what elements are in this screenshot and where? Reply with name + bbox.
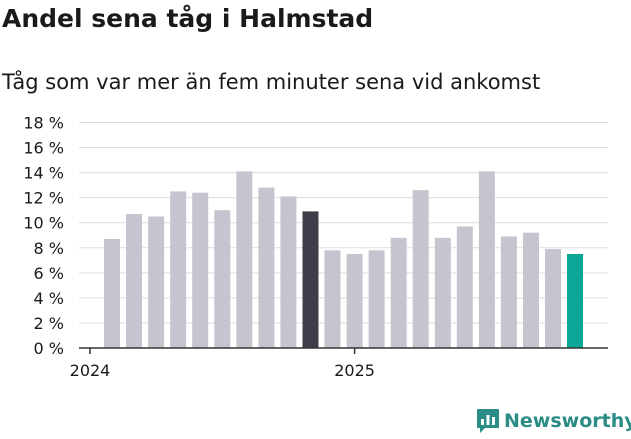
bar [500, 236, 517, 348]
bar [324, 250, 341, 348]
bar [302, 211, 319, 348]
bar [236, 171, 253, 348]
bar [434, 237, 451, 348]
y-tick-label: 6 % [34, 264, 64, 283]
chart-title: Andel sena tåg i Halmstad [2, 4, 374, 33]
bar [412, 190, 429, 348]
bar [280, 196, 297, 348]
chart-subtitle: Tåg som var mer än fem minuter sena vid … [2, 70, 541, 94]
x-tick-label: 2025 [334, 361, 375, 380]
bars [104, 171, 583, 348]
x-axis [79, 347, 608, 354]
y-tick-label: 8 % [34, 239, 64, 258]
y-axis-tick-labels: 0 % 2 % 4 % 6 % 8 % 10 % 12 % 14 % 16 % 18 % [23, 114, 64, 359]
y-tick-label: 12 % [23, 189, 64, 208]
bar [523, 232, 539, 348]
y-tick-label: 16 % [23, 139, 64, 158]
bar [478, 171, 495, 348]
bar [368, 250, 385, 348]
x-tick-label: 2024 [70, 361, 111, 380]
brand-logo: Newsworthy [476, 408, 631, 434]
bar [104, 239, 120, 348]
bar [126, 214, 142, 348]
bar [170, 191, 187, 348]
bar [148, 216, 165, 348]
y-tick-label: 2 % [34, 314, 64, 333]
y-tick-label: 10 % [23, 214, 64, 233]
bar [258, 187, 275, 348]
brand-name: Newsworthy [504, 410, 631, 432]
bar [214, 210, 231, 348]
bar [192, 192, 209, 348]
gridlines [79, 122, 608, 324]
bar [545, 249, 561, 348]
bar [390, 237, 407, 348]
bar [567, 254, 583, 348]
y-tick-label: 0 % [34, 339, 64, 358]
newsworthy-logo-icon [477, 409, 499, 433]
bar [346, 254, 363, 348]
x-axis-tick-labels: 2024 2025 [70, 361, 375, 380]
y-tick-label: 18 % [23, 114, 64, 133]
y-tick-label: 14 % [23, 164, 64, 183]
y-tick-label: 4 % [34, 289, 64, 308]
bar [456, 226, 473, 348]
